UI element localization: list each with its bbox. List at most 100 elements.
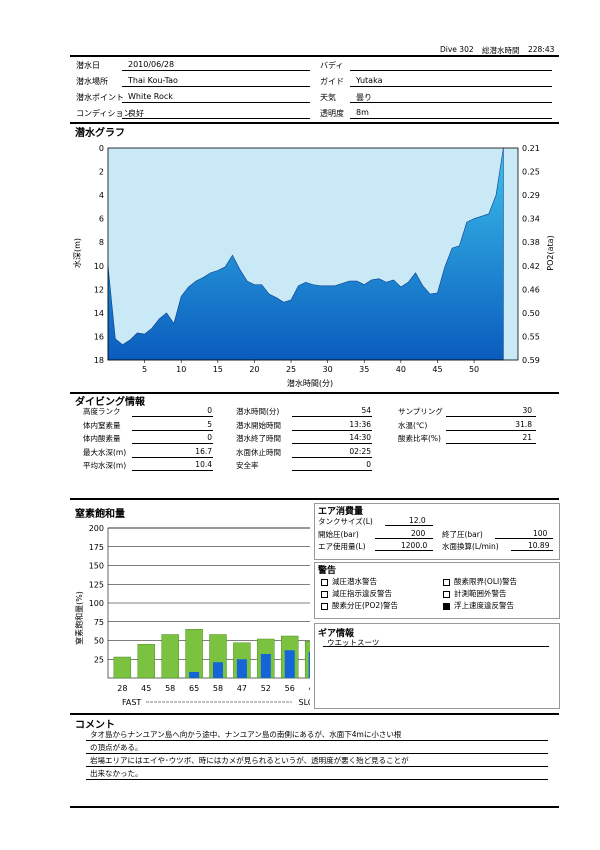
depth-tick-label: 12	[94, 285, 104, 294]
info-rule	[70, 122, 559, 124]
po2-tick-label: 0.38	[522, 238, 540, 247]
nitrogen-title: 窒素飽和量	[75, 509, 125, 520]
diving-value: 0	[207, 433, 212, 442]
nitrogen-bar-blue	[308, 651, 310, 678]
tank-size-value: 12.0	[409, 516, 426, 525]
info-value-left: 良好	[128, 109, 144, 118]
nitrogen-chart: 25 50 75 100 125 150 175 200 28 45 58 65 58 47 52 56 49 F…	[74, 524, 310, 707]
end-pressure-value: 100	[533, 529, 548, 538]
info-value-left: 2010/06/28	[128, 60, 175, 69]
po2-tick-label: 0.21	[522, 144, 540, 153]
info-label-left: 潜水ポイント	[76, 93, 124, 102]
dive-number: Dive 302	[440, 45, 474, 54]
warning-item: 浮上速度違反警告	[443, 600, 514, 611]
slow-label: SLOW	[299, 698, 310, 707]
warning-item: 減圧指示違反警告	[321, 588, 392, 599]
diving-value: 02:25	[349, 446, 371, 456]
info-value-left: Thai Kou-Tao	[128, 76, 178, 85]
warning-label: 浮上速度違反警告	[454, 601, 514, 610]
time-tick-label: 30	[323, 365, 333, 374]
nitrogen-bar-blue	[189, 672, 200, 678]
depth-axis-label: 水深(m)	[72, 238, 82, 268]
comment-line: 岩場エリアにはエイや･ウツボ、時にはカメが見られるというが、透明度が悪く殆ど見る…	[90, 756, 409, 765]
diving-value: 31.8	[515, 419, 532, 429]
depth-tick-label: 14	[94, 309, 104, 318]
diving-value: 21	[522, 433, 532, 442]
depth-tick-label: 0	[99, 144, 104, 153]
nitrogen-bar-green	[185, 629, 203, 679]
diving-label: 酸素比率(%)	[398, 434, 441, 443]
diving-value: 30	[522, 406, 532, 415]
nitrogen-category-label: 56	[285, 684, 295, 693]
diving-label: 水温(℃)	[398, 420, 428, 430]
nitrogen-category-label: 58	[213, 684, 223, 693]
gear-title: ギア情報	[318, 629, 355, 639]
air-box: エア消費量 タンクサイズ(L) 12.0 開始圧(bar) 200 終了圧(ba…	[314, 503, 560, 560]
warning-label: 減圧指示違反警告	[332, 589, 392, 598]
info-value-right: 8m	[356, 108, 369, 117]
header-rule	[70, 55, 559, 57]
diving-value: 0	[366, 460, 371, 469]
start-pressure-value: 200	[411, 529, 426, 538]
info-label-right: 透明度	[320, 109, 344, 118]
depth-tick-label: 10	[94, 262, 104, 271]
po2-tick-label: 0.55	[522, 332, 540, 341]
total-time-label: 総潜水時間	[482, 46, 520, 55]
graph-title: 潜水グラフ	[75, 128, 125, 139]
depth-chart: 0 2 4 6 8 10 12 14 16 18 0.21 0.25 0.29 0.34 0.38 0.42 0…	[72, 144, 555, 388]
warning-item: 酸素限界(OLI)警告	[443, 576, 517, 587]
gear-box: ギア情報 ウエットスーツ	[314, 623, 560, 709]
nitrogen-category-label: 58	[165, 684, 175, 693]
po2-tick-label: 0.29	[522, 191, 540, 200]
po2-tick-label: 0.42	[522, 262, 540, 271]
warnings-title: 警告	[318, 566, 337, 576]
diving-label: サンプリング	[398, 407, 443, 416]
depth-plot-frame	[107, 147, 519, 361]
warning-item: 計測範囲外警告	[443, 588, 507, 599]
po2-axis-label: PO2(ata)	[546, 235, 555, 270]
time-tick-label: 45	[432, 365, 442, 374]
nitrogen-tick-label: 25	[94, 655, 104, 664]
time-tick-label: 10	[176, 365, 186, 374]
comment-line: タオ島からナンユアン島へ向かう途中、ナンユアン島の南側にあるが、水面下4mに小さ…	[90, 730, 402, 739]
diving-label: 平均水深(m)	[83, 461, 127, 470]
diving-rule	[70, 498, 559, 500]
info-label-right: 天気	[320, 93, 336, 102]
info-label-left: 潜水場所	[76, 77, 108, 86]
nitrogen-bar-blue	[236, 659, 247, 678]
warning-label: 酸素分圧(PO2)警告	[332, 601, 399, 610]
comment-rule	[70, 713, 559, 715]
nitrogen-category-label: 47	[237, 684, 247, 693]
warning-label: 計測範囲外警告	[454, 589, 507, 598]
diving-label: 潜水時間(分)	[236, 407, 280, 416]
depth-tick-label: 8	[99, 238, 104, 247]
depth-tick-label: 16	[94, 332, 104, 341]
nitrogen-tick-label: 150	[89, 562, 104, 571]
po2-tick-label: 0.50	[522, 309, 540, 318]
info-value-left: White Rock	[128, 92, 173, 101]
warnings-box: 警告 減圧潜水警告 酸素限界(OLI)警告減圧指示違反警告 計測範囲外警告酸素分圧(…	[314, 562, 560, 619]
diving-info-title: ダイビング情報	[75, 397, 145, 408]
graph-rule	[70, 392, 559, 394]
depth-tick-label: 18	[94, 356, 104, 365]
info-label-right: ガイド	[320, 77, 344, 86]
warning-item: 減圧潜水警告	[321, 576, 377, 587]
time-tick-label: 35	[359, 365, 369, 374]
depth-profile	[107, 147, 504, 361]
air-used-label: エア使用量(L)	[318, 542, 366, 551]
po2-tick-label: 0.25	[522, 168, 540, 177]
warning-checkbox	[321, 590, 328, 598]
info-label-left: 潜水日	[76, 61, 100, 70]
time-axis-label: 潜水時間(分)	[287, 378, 333, 388]
nitrogen-axis-label: 窒素飽和量(%)	[74, 591, 84, 645]
end-pressure-label: 終了圧(bar)	[442, 530, 483, 539]
nitrogen-tick-label: 50	[94, 637, 104, 646]
time-tick-label: 40	[396, 365, 406, 374]
air-title: エア消費量	[318, 507, 364, 517]
diving-label: 最大水深(m)	[83, 447, 127, 457]
fast-label: FAST	[122, 698, 141, 707]
info-value-right: Yutaka	[356, 76, 383, 85]
warning-label: 減圧潜水警告	[332, 577, 377, 586]
po2-tick-label: 0.59	[522, 356, 540, 365]
po2-tick-label: 0.34	[522, 215, 540, 224]
